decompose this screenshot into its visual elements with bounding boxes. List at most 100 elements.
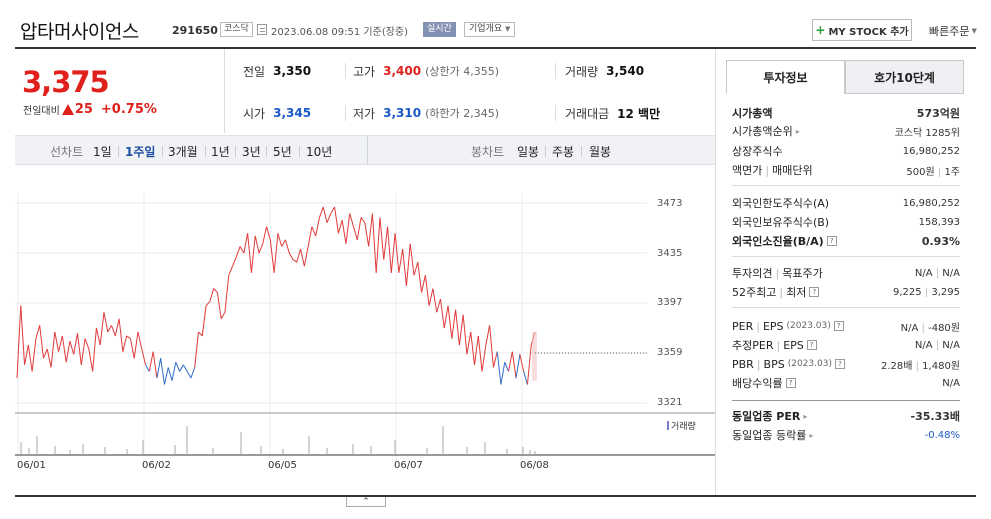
divider (732, 256, 960, 257)
price-segment (398, 248, 404, 273)
price-segment (126, 335, 131, 339)
price-segment (58, 335, 63, 352)
dividend-label: 배당수익률? (732, 375, 796, 391)
realtime-badge[interactable]: 실시간 (423, 22, 456, 37)
price-segment (307, 226, 313, 247)
period-3y[interactable]: 3년 (242, 145, 261, 159)
separator (205, 146, 206, 157)
expand-button[interactable]: ⌃ (346, 497, 386, 507)
price-segment (409, 243, 415, 276)
per-text: PER (732, 319, 754, 333)
price-chart-svg[interactable] (15, 167, 715, 477)
help-icon[interactable]: ? (806, 340, 817, 350)
sector-per-label: 동일업종 PER ▸ (732, 408, 807, 424)
price-segment (356, 217, 362, 240)
lower-limit: (하한가 2,345) (425, 107, 499, 120)
y-tick-label: 3359 (657, 347, 683, 358)
candle-weekly[interactable]: 주봉 (552, 145, 575, 159)
price-segment (334, 206, 339, 234)
target-price-value: N/A (942, 267, 960, 279)
divider (345, 105, 346, 121)
add-my-stock-button[interactable]: + MY STOCK 추가 (812, 19, 912, 41)
est-per-text: 추정PER (732, 339, 774, 352)
period-5y[interactable]: 5년 (273, 145, 292, 159)
period-1w[interactable]: 1주일 (125, 145, 156, 159)
price-segment (92, 327, 97, 372)
row-cap-rank[interactable]: 시가총액순위 ▸ 코스닥 1285위 (732, 122, 960, 140)
help-icon[interactable]: ? (826, 236, 837, 246)
row-sector-rate[interactable]: 동일업종 등락률 ▸ -0.48% (732, 426, 960, 444)
price-segment (182, 364, 188, 372)
price-segment (269, 239, 275, 273)
price-segment (330, 206, 336, 214)
price-segment (481, 345, 487, 372)
price-segment (220, 311, 226, 320)
price-segment (167, 367, 173, 381)
price-chart[interactable]: 3473 3435 3397 3359 3321 거래량 06/01 06/02… (15, 167, 715, 497)
candle-daily[interactable]: 일봉 (517, 145, 540, 159)
sector-rate-text: 동일업종 등락률 (732, 429, 807, 442)
help-icon[interactable]: ? (809, 287, 820, 297)
row-sector-per[interactable]: 동일업종 PER ▸ -35.33배 (732, 407, 960, 425)
tab-investment-info[interactable]: 투자정보 (726, 60, 845, 94)
est-per-value: N/A | N/A (915, 340, 960, 351)
price-segment (254, 235, 260, 254)
price-segment (353, 226, 358, 240)
foreign-ratio-text: 외국인소진율(B/A) (732, 235, 824, 248)
price-segment (179, 364, 184, 372)
volume-legend-swatch (667, 421, 669, 430)
price-segment (76, 333, 82, 365)
foreign-limit-label: 외국인한도주식수(A) (732, 197, 830, 210)
row-market-cap: 시가총액 573억원 (732, 104, 960, 122)
stat-high: 고가 3,400 (상한가 4,355) (353, 61, 499, 81)
price-segment (383, 226, 389, 260)
divider (367, 136, 368, 164)
par-value-text: 500원 (906, 166, 935, 178)
help-icon[interactable]: ? (785, 378, 796, 388)
period-1d[interactable]: 1일 (93, 145, 112, 159)
quick-order-dropdown[interactable]: 빠른주문 ▼ (929, 23, 977, 39)
period-10y[interactable]: 10년 (306, 145, 333, 159)
candle-chart-label: 봉차트 (471, 145, 505, 159)
up-arrow-icon (61, 104, 74, 115)
per-value-text: N/A (900, 322, 919, 334)
period-3m[interactable]: 3개월 (168, 145, 198, 159)
price-segment (413, 262, 419, 276)
quote-datetime: 2023.06.08 09:51 기준(장중) (271, 27, 409, 38)
sector-per-value: -35.33배 (910, 410, 960, 423)
stat-value: 3,540 (606, 64, 645, 78)
dividend-text: 배당수익률 (732, 377, 783, 390)
stat-prev: 전일 3,350 (243, 61, 311, 81)
separator (162, 146, 163, 157)
per-label: PER | EPS (2023.03)? (732, 320, 844, 333)
price-segment (402, 249, 407, 286)
x-tick-label: 06/07 (394, 460, 423, 471)
separator: | (756, 319, 760, 333)
price-segment (326, 213, 332, 223)
help-icon[interactable]: ? (834, 359, 845, 369)
price-segment (379, 217, 385, 260)
stat-value: 3,310 (383, 106, 422, 120)
candle-monthly[interactable]: 월봉 (589, 145, 612, 159)
price-segment (43, 348, 48, 359)
document-icon[interactable] (257, 24, 267, 35)
foreign-ratio-label: 외국인소진율(B/A)? (732, 233, 837, 249)
separator (235, 146, 236, 157)
price-segment (133, 331, 139, 359)
company-info-dropdown[interactable]: 기업개요 ▼ (464, 22, 516, 37)
period-1y[interactable]: 1년 (211, 145, 230, 159)
separator: | (775, 266, 780, 280)
price-segment (428, 288, 434, 306)
tab-order-book[interactable]: 호가10단계 (845, 60, 964, 94)
price-segment (508, 351, 513, 372)
plus-icon: + (815, 23, 826, 37)
price-segment (349, 213, 354, 227)
price-segment (201, 305, 207, 336)
price-segment (390, 233, 396, 273)
help-icon[interactable]: ? (833, 321, 844, 331)
price-segment (451, 309, 457, 339)
price-segment (288, 252, 294, 260)
price-segment (341, 220, 347, 244)
par-value: 500원 | 1주 (906, 163, 960, 178)
x-tick-label: 06/01 (17, 460, 46, 471)
